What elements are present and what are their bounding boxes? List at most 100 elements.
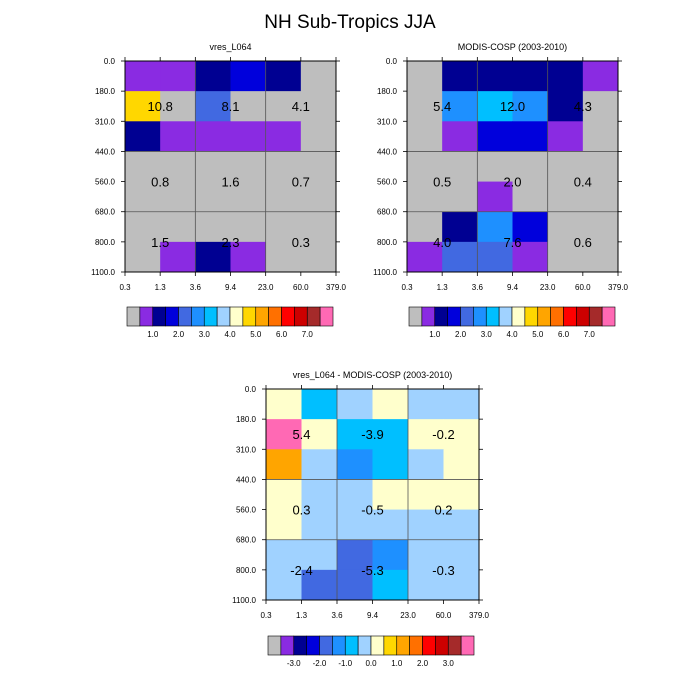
y-tick-label: 0.0: [245, 385, 257, 394]
heatmap-cell: [372, 569, 409, 601]
heatmap-cell: [443, 449, 480, 480]
cell-value-label: 4.1: [292, 99, 310, 114]
heatmap-cell: [337, 479, 373, 510]
colorbar-box: [370, 635, 385, 656]
colorbar-box: [434, 306, 448, 327]
heatmap-cell: [547, 91, 584, 122]
heatmap-cell: [407, 181, 443, 213]
heatmap-cell: [266, 569, 302, 601]
x-tick-label: 1.3: [437, 283, 449, 292]
y-tick-label: 560.0: [377, 178, 398, 187]
heatmap-cell: [337, 569, 373, 601]
heatmap-cell: [582, 151, 619, 182]
heatmap-cell: [582, 181, 619, 213]
heatmap-cell: [160, 121, 196, 152]
colorbar-label: 1.0: [391, 659, 403, 668]
x-tick-label: 9.4: [367, 611, 379, 620]
heatmap-cell: [265, 211, 302, 243]
cell-value-label: -3.9: [361, 427, 383, 442]
heatmap-cell: [125, 91, 161, 122]
heatmap-cell: [230, 211, 267, 243]
heatmap-cell: [230, 91, 267, 122]
colorbar-box: [165, 306, 179, 327]
cell-value-label: 0.8: [151, 175, 169, 190]
heatmap-cell: [230, 121, 267, 152]
colorbar-box: [576, 306, 590, 327]
colorbar-label: -2.0: [313, 659, 327, 668]
heatmap-cell: [125, 211, 161, 243]
cell-value-label: 0.7: [292, 175, 310, 190]
x-tick-label: 3.6: [331, 611, 343, 620]
colorbar-box: [191, 306, 205, 327]
heatmap-cell: [265, 181, 302, 213]
panel-title: vres_L064 - MODIS-COSP (2003-2010): [293, 370, 452, 380]
heatmap-cell: [582, 211, 619, 243]
heatmap-panel-1: 0.3 1.3 3.6 9.4 23.0 60.0 379.0 0.0 180.0 310.0 44…: [91, 42, 346, 339]
colorbar-box: [563, 306, 577, 327]
heatmap-cell: [266, 539, 302, 571]
heatmap-cell: [442, 241, 478, 273]
colorbar-box: [267, 635, 282, 656]
cell-value-label: 12.0: [500, 99, 525, 114]
colorbar-label: 4.0: [506, 330, 518, 339]
heatmap-cell: [443, 539, 480, 571]
colorbar-box: [242, 306, 257, 327]
heatmap-cell: [301, 539, 338, 571]
cell-value-label: 0.3: [292, 235, 310, 250]
colorbar-box: [409, 635, 423, 656]
heatmap-cell: [547, 241, 584, 273]
heatmap-cell: [547, 211, 584, 243]
heatmap-cell: [266, 509, 302, 541]
y-tick-label: 180.0: [236, 415, 257, 424]
cell-value-label: 0.5: [433, 175, 451, 190]
colorbar-box: [421, 306, 436, 327]
heatmap-cell: [337, 449, 373, 480]
heatmap-cell: [408, 419, 444, 450]
colorbar-box: [447, 306, 461, 327]
x-tick-label: 60.0: [436, 611, 452, 620]
heatmap-panel-3: 0.3 1.3 3.6 9.4 23.0 60.0 379.0 0.0 180.0 310.0 44…: [232, 370, 489, 668]
heatmap-cell: [512, 91, 549, 122]
colorbar-label: 2.0: [173, 330, 185, 339]
heatmap-cell: [477, 121, 513, 152]
heatmap-cell: [442, 61, 478, 92]
cell-value-label: 0.2: [434, 503, 452, 518]
colorbar-box: [332, 635, 346, 656]
colorbar-label: 3.0: [443, 659, 455, 668]
x-tick-label: 23.0: [400, 611, 416, 620]
heatmap-cell: [195, 91, 231, 122]
heatmap-cell: [195, 241, 231, 273]
colorbar-box: [280, 635, 295, 656]
colorbar-box: [460, 306, 474, 327]
y-tick-label: 180.0: [377, 87, 398, 96]
heatmap-cell: [477, 211, 513, 243]
heatmap-cell: [408, 509, 444, 541]
x-tick-label: 3.6: [190, 283, 202, 292]
colorbar-label: 0.0: [365, 659, 377, 668]
cell-value-label: 2.3: [221, 235, 239, 250]
figure-title: NH Sub-Tropics JJA: [264, 12, 436, 33]
colorbar: 1.0 2.0 3.0 4.0 5.0 6.0 7.0: [408, 306, 616, 339]
heatmap-cell: [372, 509, 409, 541]
x-tick-label: 0.3: [119, 283, 131, 292]
heatmap-cell: [195, 151, 231, 182]
heatmap-cell: [477, 241, 513, 273]
x-tick-label: 379.0: [608, 283, 629, 292]
colorbar-box: [126, 306, 141, 327]
colorbar: 1.0 2.0 3.0 4.0 5.0 6.0 7.0: [126, 306, 334, 339]
y-tick-label: 440.0: [236, 475, 257, 484]
heatmap-cell: [160, 181, 196, 213]
heatmap-cell: [408, 479, 444, 510]
heatmap-cell: [477, 181, 513, 213]
cell-value-label: 0.6: [574, 235, 592, 250]
heatmap-cell: [337, 509, 373, 541]
colorbar-box: [216, 306, 231, 327]
heatmap-cell: [408, 569, 444, 601]
x-tick-label: 3.6: [472, 283, 484, 292]
colorbar-box: [473, 306, 487, 327]
colorbar-label: -1.0: [338, 659, 352, 668]
heatmap-cell: [230, 61, 267, 92]
heatmap-cell: [408, 389, 444, 420]
colorbar-box: [588, 306, 603, 327]
x-tick-label: 1.3: [155, 283, 167, 292]
